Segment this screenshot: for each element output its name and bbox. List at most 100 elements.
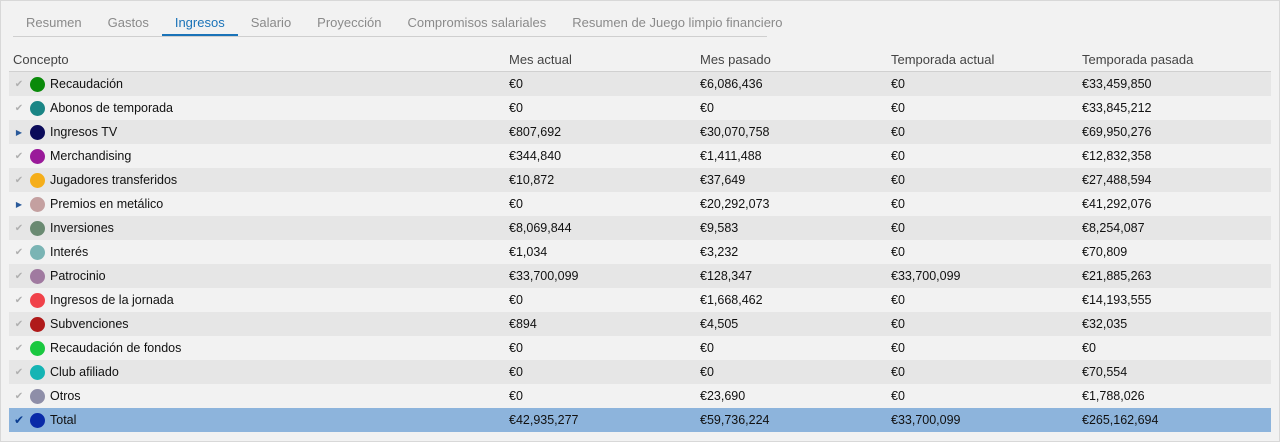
table-row[interactable]: ✔ Inversiones €8,069,844 €9,583 €0 €8,254,087 [9,216,1271,240]
mes-pasado-value: €1,668,462 [700,293,763,307]
mes-pasado-value: €0 [700,101,714,115]
check-icon[interactable]: ✔ [14,246,24,258]
concept-cell: ✔ Inversiones [9,220,509,236]
table-row[interactable]: ▶ Ingresos TV €807,692 €30,070,758 €0 €69,950… [9,120,1271,144]
temporada-actual-value: €0 [891,125,905,139]
table-row[interactable]: ✔ Ingresos de la jornada €0 €1,668,462 €0 €14… [9,288,1271,312]
temporada-pasada-value: €1,788,026 [1082,389,1145,403]
check-icon[interactable]: ✔ [14,366,24,378]
concept-cell: ✔ Patrocinio [9,268,509,284]
check-icon[interactable]: ✔ [14,318,24,330]
tab-gastos[interactable]: Gastos [107,15,149,30]
color-dot-icon [30,268,45,284]
mes-actual-value: €0 [509,101,523,115]
mes-pasado-value: €4,505 [700,317,739,331]
column-header-mes-pasado[interactable]: Mes pasado [700,51,771,67]
check-icon[interactable]: ✔ [14,174,24,186]
concept-cell: ✔ Abonos de temporada [9,100,509,116]
concept-cell: ▶ Ingresos TV [9,124,509,140]
temporada-actual-value: €33,700,099 [891,269,961,283]
column-header-concepto[interactable]: Concepto [13,51,69,67]
temporada-pasada-value: €27,488,594 [1082,173,1152,187]
table-row[interactable]: ✔ Recaudación de fondos €0 €0 €0 €0 [9,336,1271,360]
temporada-pasada-value: €69,950,276 [1082,125,1152,139]
finance-tabs: Resumen Gastos Ingresos Salario Proyecci… [13,9,783,37]
color-dot-icon [30,364,45,380]
mes-actual-value: €1,034 [509,245,548,259]
concept-cell: ✔ Club afiliado [9,364,509,380]
temporada-actual-value: €0 [891,77,905,91]
table-row[interactable]: ▶ Premios en metálico €0 €20,292,073 €0 €41,2… [9,192,1271,216]
concept-label: Merchandising [50,149,132,163]
temporada-pasada-value: €33,845,212 [1082,101,1152,115]
concept-cell: ✔ Subvenciones [9,316,509,332]
concept-cell: ✔ Ingresos de la jornada [9,292,509,308]
concept-label: Premios en metálico [50,197,164,211]
income-table: Concepto Mes actual Mes pasado Temporada… [9,47,1271,432]
mes-actual-value: €0 [509,293,523,307]
concept-cell: ▶ Premios en metálico [9,196,509,212]
check-icon[interactable]: ✔ [13,413,25,427]
table-row[interactable]: ✔ Club afiliado €0 €0 €0 €70,554 [9,360,1271,384]
mes-pasado-value: €9,583 [700,221,739,235]
mes-actual-value: €0 [509,341,523,355]
check-icon[interactable]: ✔ [14,150,24,162]
color-dot-icon [30,76,45,92]
column-header-mes-actual[interactable]: Mes actual [509,51,572,67]
check-icon[interactable]: ✔ [14,102,24,114]
tab-juego-limpio-financiero[interactable]: Resumen de Juego limpio financiero [572,15,783,30]
temporada-actual-value: €0 [891,245,905,259]
mes-pasado-value: €1,411,488 [700,149,762,163]
check-icon[interactable]: ✔ [14,294,24,306]
temporada-pasada-value: €14,193,555 [1082,293,1152,307]
concept-cell: ✔ Merchandising [9,148,509,164]
mes-actual-value: €0 [509,197,523,211]
concept-label: Total [50,413,77,427]
mes-actual-value: €0 [509,77,523,91]
tab-salario[interactable]: Salario [250,15,292,30]
mes-actual-value: €0 [509,389,523,403]
check-icon[interactable]: ✔ [14,390,24,402]
mes-actual-value: €42,935,277 [509,413,579,427]
concept-label: Ingresos de la jornada [50,293,174,307]
concept-label: Club afiliado [50,365,119,379]
table-row[interactable]: ✔ Subvenciones €894 €4,505 €0 €32,035 [9,312,1271,336]
temporada-pasada-value: €0 [1082,341,1096,355]
tab-proyeccion[interactable]: Proyección [317,15,382,30]
temporada-pasada-value: €21,885,263 [1082,269,1152,283]
tab-resumen[interactable]: Resumen [26,15,82,30]
expand-triangle-icon[interactable]: ▶ [15,199,23,209]
table-header: Concepto Mes actual Mes pasado Temporada… [9,47,1271,72]
temporada-pasada-value: €32,035 [1082,317,1128,331]
mes-pasado-value: €6,086,436 [700,77,763,91]
table-row[interactable]: ✔ Patrocinio €33,700,099 €128,347 €33,700,09… [9,264,1271,288]
check-icon[interactable]: ✔ [14,342,24,354]
check-icon[interactable]: ✔ [14,222,24,234]
mes-pasado-value: €128,347 [700,269,753,283]
table-row[interactable]: ✔ Abonos de temporada €0 €0 €0 €33,845,212 [9,96,1271,120]
expand-triangle-icon[interactable]: ▶ [15,127,23,137]
table-row[interactable]: ✔ Interés €1,034 €3,232 €0 €70,809 [9,240,1271,264]
temporada-actual-value: €0 [891,389,905,403]
color-dot-icon [30,292,45,308]
tab-ingresos[interactable]: Ingresos [161,9,238,36]
mes-actual-value: €0 [509,365,523,379]
column-header-temporada-pasada[interactable]: Temporada pasada [1082,51,1194,67]
concept-label: Subvenciones [50,317,129,331]
concept-label: Ingresos TV [50,125,118,139]
temporada-actual-value: €0 [891,221,905,235]
concept-cell: ✔ Interés [9,244,509,260]
color-dot-icon [30,100,45,116]
table-row[interactable]: ✔ Jugadores transferidos €10,872 €37,649 €0 €… [9,168,1271,192]
column-header-temporada-actual[interactable]: Temporada actual [891,51,995,67]
temporada-actual-value: €0 [891,197,905,211]
table-row[interactable]: ✔ Merchandising €344,840 €1,411,488 €0 €12,83… [9,144,1271,168]
total-row[interactable]: ✔ Total €42,935,277 €59,736,224 €33,700,099 €… [9,408,1271,432]
table-row[interactable]: ✔ Recaudación €0 €6,086,436 €0 €33,459,850 [9,72,1271,96]
color-dot-icon [30,388,45,404]
table-row[interactable]: ✔ Otros €0 €23,690 €0 €1,788,026 [9,384,1271,408]
tab-compromisos-salariales[interactable]: Compromisos salariales [407,15,547,30]
concept-cell: ✔ Recaudación de fondos [9,340,509,356]
check-icon[interactable]: ✔ [14,270,24,282]
check-icon[interactable]: ✔ [14,78,24,90]
